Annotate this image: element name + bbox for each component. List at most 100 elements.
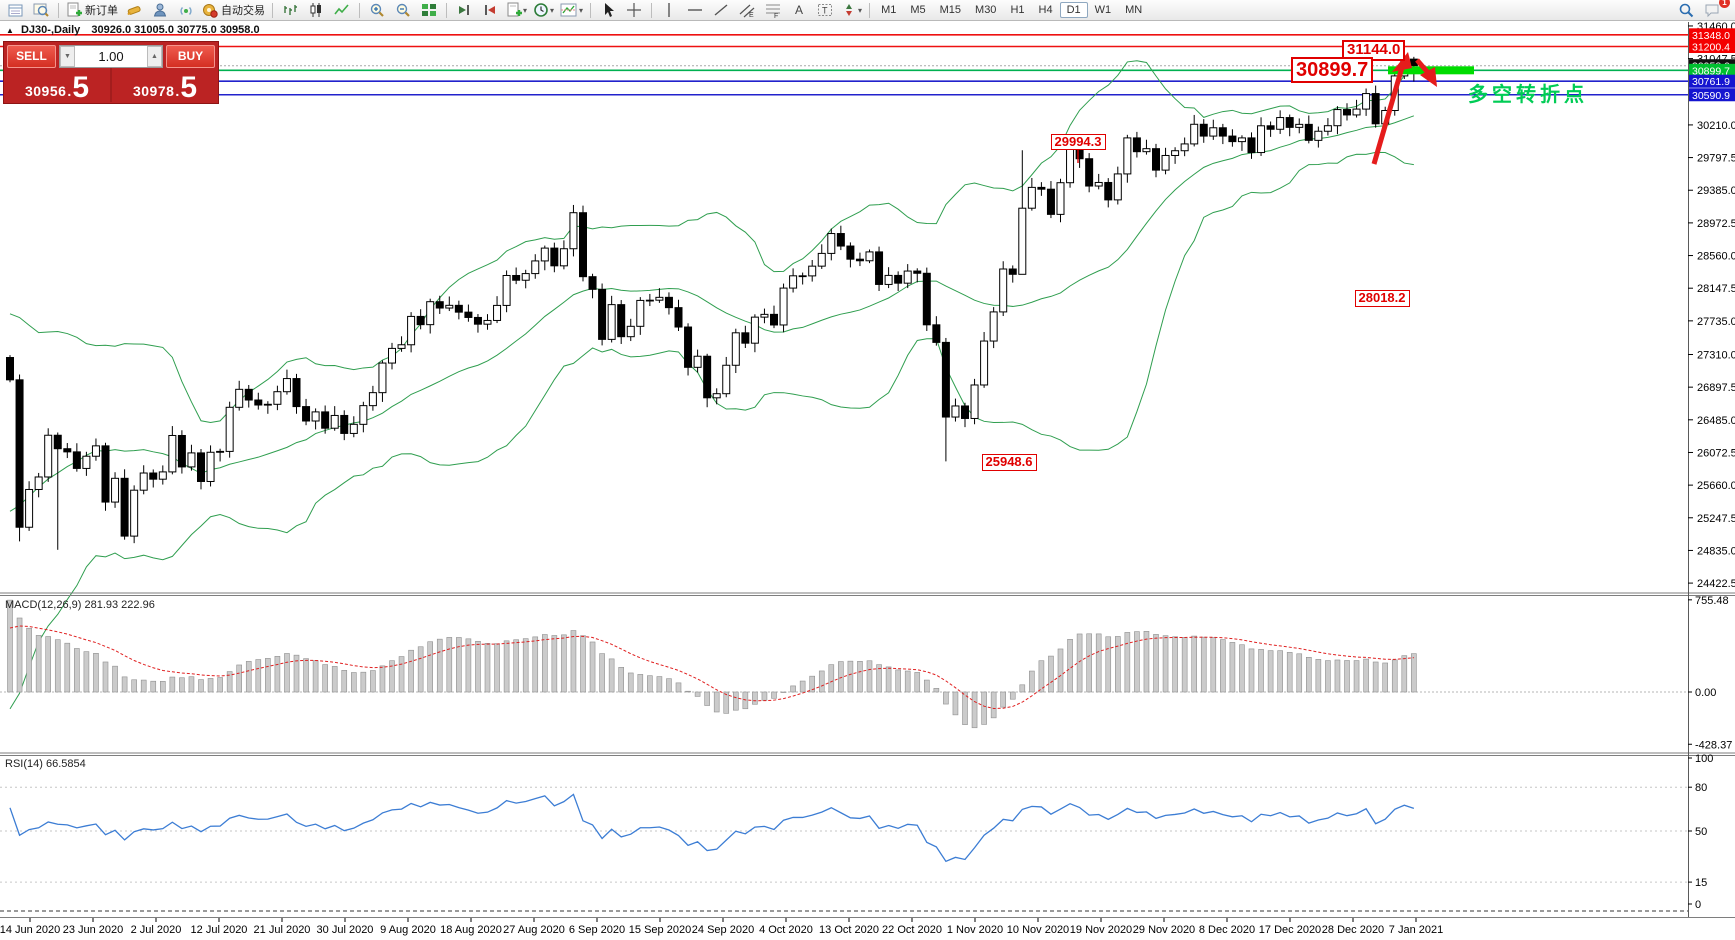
bar-chart-button[interactable]: [277, 0, 303, 20]
line-chart-button[interactable]: [329, 0, 355, 20]
svg-text:26485.0: 26485.0: [1697, 415, 1735, 427]
svg-text:29 Nov 2020: 29 Nov 2020: [1133, 924, 1195, 936]
vertical-line-button[interactable]: [656, 0, 682, 20]
tab-timeframe-m30[interactable]: M30: [975, 4, 997, 16]
volume-input[interactable]: 1.00: [98, 48, 124, 64]
volume-stepper: ▼ 1.00 ▲: [59, 44, 163, 68]
macd-indicator-label: MACD(12,26,9) 281.93 222.96: [5, 599, 155, 611]
svg-text:27310.0: 27310.0: [1697, 350, 1735, 362]
svg-text:30590.9: 30590.9: [1692, 90, 1730, 102]
crosshair-button[interactable]: [621, 0, 647, 20]
svg-text:28560.0: 28560.0: [1697, 251, 1735, 263]
strategy-tester-button[interactable]: [28, 0, 54, 20]
signal-icon: [180, 7, 192, 15]
macd-pane: [0, 599, 1688, 729]
expert-advisors-button[interactable]: [147, 0, 173, 20]
date-axis[interactable]: 14 Jun 2020 23 Jun 2020 2 Jul 2020 12 Jul 2…: [0, 918, 1443, 936]
zoom-out-icon: [396, 3, 410, 17]
pane-separators: [0, 22, 1735, 918]
search-button[interactable]: [1673, 0, 1699, 20]
new-order-button[interactable]: 新订单: [63, 0, 121, 20]
metaeditor-button[interactable]: [121, 0, 147, 20]
auto-scroll-button[interactable]: [451, 0, 477, 20]
cursor-button[interactable]: [595, 0, 621, 20]
svg-text:30210.0: 30210.0: [1697, 120, 1735, 132]
text-button[interactable]: A: [786, 0, 812, 20]
cursor-icon: [605, 3, 615, 17]
crosshair-icon: [627, 3, 642, 17]
autotrading-button[interactable]: 自动交易: [199, 0, 268, 20]
sell-button[interactable]: SELL: [7, 44, 56, 68]
horizontal-line-button[interactable]: [682, 0, 708, 20]
volume-increase-button[interactable]: ▲: [147, 45, 162, 67]
tab-timeframe-h4[interactable]: H4: [1038, 4, 1053, 16]
notifications-button[interactable]: 1: [1699, 0, 1730, 20]
price-annotation[interactable]: 29994.3: [1050, 133, 1106, 151]
tab-timeframe-h1[interactable]: H1: [1010, 4, 1025, 16]
svg-text:80: 80: [1695, 782, 1707, 794]
indicators-button[interactable]: ▾: [557, 0, 586, 20]
horizontal-line-icon: [688, 9, 703, 11]
one-click-trading-panel: SELL ▼ 1.00 ▲ BUY 30956 . 5 30978 . 5: [3, 41, 219, 104]
svg-text:2 Jul 2020: 2 Jul 2020: [131, 924, 182, 936]
chinese-note-turning-point[interactable]: 多空转折点: [1468, 84, 1588, 106]
toolbar-separator: [446, 2, 447, 18]
templates-button[interactable]: ▾: [503, 0, 530, 20]
price-scale[interactable]: 31460.031047.530210.029797.529385.028972…: [1688, 21, 1735, 911]
text-label-button[interactable]: T: [812, 0, 838, 20]
svg-text:28972.5: 28972.5: [1697, 218, 1735, 230]
sell-price-dot: .: [67, 83, 72, 99]
sell-price-main: 30956: [24, 83, 67, 99]
signals-button[interactable]: [173, 0, 199, 20]
svg-text:50: 50: [1695, 826, 1707, 838]
svg-text:E: E: [749, 12, 754, 18]
market-watch-button[interactable]: [2, 0, 28, 20]
collapse-panel-arrow-icon[interactable]: ▲: [6, 26, 14, 35]
drawing-objects[interactable]: [1077, 52, 1474, 165]
svg-text:21 Jul 2020: 21 Jul 2020: [254, 924, 311, 936]
zoom-in-button[interactable]: [364, 0, 390, 20]
autotrading-icon: [203, 4, 218, 18]
price-annotation[interactable]: 25948.6: [981, 454, 1037, 471]
tile-windows-button[interactable]: [416, 0, 442, 20]
channel-icon: E: [739, 4, 755, 18]
price-annotation[interactable]: 28018.2: [1354, 290, 1410, 307]
tab-timeframe-m1[interactable]: M1: [881, 4, 897, 16]
svg-text:31348.0: 31348.0: [1692, 30, 1730, 42]
svg-text:26897.5: 26897.5: [1697, 382, 1735, 394]
svg-text:6 Sep 2020: 6 Sep 2020: [569, 924, 625, 936]
svg-text:1 Nov 2020: 1 Nov 2020: [947, 924, 1003, 936]
rsi-indicator-label: RSI(14) 66.5854: [5, 758, 86, 770]
sell-price[interactable]: 30956 . 5: [4, 68, 110, 103]
price-annotation[interactable]: 31144.0: [1342, 40, 1406, 61]
text-label-icon: T: [818, 4, 833, 16]
chevron-down-icon: ▾: [579, 5, 584, 15]
volume-decrease-button[interactable]: ▼: [60, 45, 75, 67]
tab-timeframe-d1[interactable]: D1: [1059, 2, 1088, 18]
svg-text:25660.0: 25660.0: [1697, 480, 1735, 492]
line-chart-icon: [334, 4, 349, 15]
tab-timeframe-w1[interactable]: W1: [1094, 4, 1112, 16]
equidistant-channel-button[interactable]: E: [734, 0, 760, 20]
zoom-out-button[interactable]: [390, 0, 416, 20]
candlestick-chart-button[interactable]: [303, 0, 329, 20]
symbol-period-label: DJ30-,Daily: [20, 24, 81, 36]
tab-timeframe-m15[interactable]: M15: [939, 4, 962, 16]
buy-button[interactable]: BUY: [166, 44, 215, 68]
period-button[interactable]: ▾: [530, 0, 557, 20]
tab-timeframe-mn[interactable]: MN: [1125, 4, 1143, 16]
trendline-button[interactable]: [708, 0, 734, 20]
svg-text:12 Jul 2020: 12 Jul 2020: [191, 924, 248, 936]
new-order-label: 新订单: [85, 5, 118, 17]
fibonacci-icon: F: [766, 4, 781, 18]
chart-shift-button[interactable]: [477, 0, 503, 20]
svg-text:29797.5: 29797.5: [1697, 153, 1735, 165]
arrows-button[interactable]: ▾: [838, 0, 865, 20]
price-annotation[interactable]: 30899.7: [1291, 57, 1374, 84]
clock-icon: [534, 3, 548, 17]
buy-price[interactable]: 30978 . 5: [112, 68, 218, 103]
tab-timeframe-m5[interactable]: M5: [910, 4, 926, 16]
horizontal-line-objects[interactable]: [0, 34, 1688, 96]
fibonacci-button[interactable]: F: [760, 0, 786, 20]
